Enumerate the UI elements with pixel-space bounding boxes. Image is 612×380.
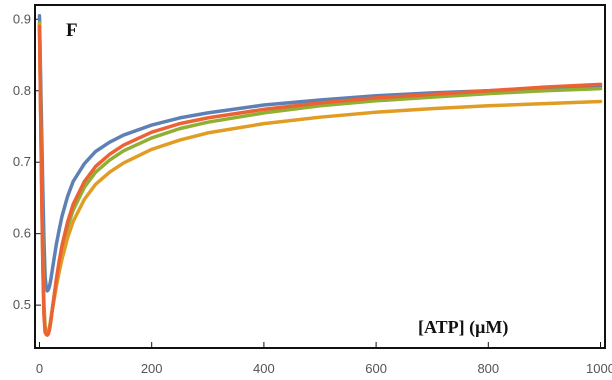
plot-frame [34,4,606,349]
series-line-1 [37,13,603,293]
series-lines [37,13,603,337]
x-tick-label: 0 [36,361,43,376]
x-tick-label: 1000 [586,361,612,376]
panel-label: F [66,20,78,41]
series-line-2 [37,21,603,336]
y-tick-label: 0.8 [13,83,31,98]
series-line-3 [37,22,603,336]
x-tick-label: 200 [141,361,163,376]
y-tick-label: 0.9 [13,11,31,26]
x-tick-label: 400 [253,361,275,376]
y-tick-label: 0.6 [13,226,31,241]
y-tick-label: 0.5 [13,297,31,312]
axis-ticks: 0 200 400 600 800 1000 0.5 0.6 0.7 0.8 0.9 [13,11,612,376]
x-tick-label: 600 [365,361,387,376]
x-axis-title: [ATP] (μM) [418,317,508,338]
x-tick-label: 800 [477,361,499,376]
y-tick-label: 0.7 [13,154,31,169]
series-line-4 [37,24,603,337]
